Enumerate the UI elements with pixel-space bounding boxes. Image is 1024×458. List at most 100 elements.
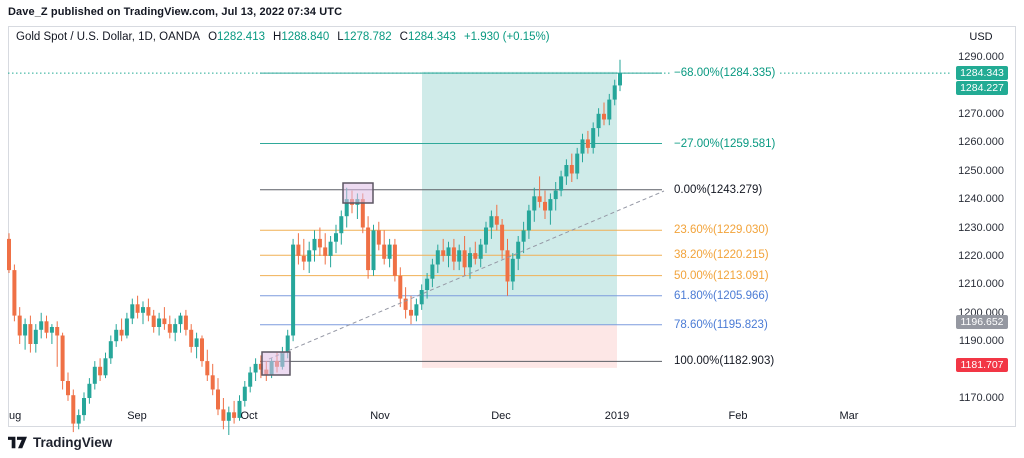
symbol-legend[interactable]: Gold Spot / U.S. Dollar, 1D, OANDA O1282.…	[16, 31, 550, 43]
candle	[387, 238, 392, 268]
candle	[500, 219, 505, 259]
loss-zone	[422, 324, 617, 368]
candle	[543, 190, 547, 219]
candle	[49, 324, 54, 344]
candle	[135, 295, 140, 319]
candle	[323, 233, 328, 265]
candle	[200, 335, 204, 367]
candle	[258, 355, 263, 379]
candle	[232, 400, 237, 424]
swing-low-box	[261, 351, 291, 376]
candle	[237, 395, 242, 421]
candle	[108, 335, 113, 364]
candle	[253, 358, 258, 381]
candle	[291, 238, 296, 342]
candle	[317, 227, 322, 256]
candle	[564, 159, 569, 185]
candle	[441, 238, 446, 262]
candle	[216, 378, 220, 416]
open-value: 1282.413	[217, 31, 265, 43]
candle	[55, 321, 60, 367]
candle	[82, 392, 86, 421]
candle	[151, 309, 156, 333]
candle	[392, 238, 397, 282]
candle	[296, 233, 301, 265]
candle	[328, 236, 333, 268]
close-label: C	[399, 31, 408, 43]
candle	[39, 312, 44, 339]
candle	[87, 378, 92, 404]
candle	[376, 221, 381, 251]
candle	[607, 93, 612, 126]
candle	[516, 236, 521, 271]
candle	[248, 366, 253, 393]
candle	[419, 284, 424, 310]
candle	[17, 307, 22, 344]
tradingview-brand: TradingView	[33, 435, 113, 450]
candle	[12, 264, 17, 322]
attribution-link[interactable]: Dave_Z published on TradingView.com, Jul…	[8, 6, 343, 18]
swing-high-box	[342, 182, 374, 204]
candle	[403, 287, 408, 319]
profit-zone	[422, 71, 617, 325]
candle	[119, 318, 124, 342]
candle	[510, 253, 515, 290]
candle	[205, 349, 210, 381]
candle	[580, 133, 585, 163]
candle	[526, 204, 531, 239]
candle	[157, 312, 162, 336]
candle	[553, 182, 558, 211]
candle	[301, 238, 306, 271]
candle	[612, 79, 617, 106]
candle	[398, 267, 403, 308]
candle	[189, 324, 194, 353]
candle	[435, 244, 440, 273]
candle	[173, 318, 178, 342]
candle	[618, 59, 622, 92]
candle	[548, 193, 553, 225]
candle	[462, 236, 467, 276]
candle	[494, 204, 499, 231]
candle	[473, 241, 478, 265]
candle	[484, 221, 488, 254]
candle	[162, 307, 167, 330]
candle	[194, 332, 199, 359]
candle	[146, 298, 151, 322]
chart-card	[8, 26, 1016, 427]
candle	[366, 216, 371, 279]
candle	[33, 324, 38, 353]
candle	[414, 298, 419, 322]
candle	[226, 406, 231, 435]
candle	[585, 130, 590, 154]
high-value: 1288.840	[281, 31, 330, 43]
candle	[537, 176, 542, 208]
candle	[382, 230, 387, 265]
low-value: 1278.782	[343, 31, 392, 43]
candle	[451, 238, 456, 271]
candle	[141, 301, 145, 325]
candle	[71, 389, 76, 433]
candle	[425, 273, 430, 299]
axis-currency-label: USD	[969, 31, 993, 43]
candle	[242, 381, 247, 407]
candle	[60, 332, 65, 390]
candle	[446, 241, 451, 268]
tradingview-footer-link[interactable]: TradingView	[8, 435, 112, 450]
candle	[307, 241, 312, 273]
candle	[76, 409, 81, 430]
candle	[114, 324, 119, 347]
candle	[569, 153, 574, 182]
candle	[312, 230, 317, 262]
candle	[489, 210, 494, 239]
candle	[178, 312, 183, 333]
candle	[596, 108, 601, 137]
candle	[98, 358, 103, 381]
candle	[124, 312, 129, 339]
candle	[130, 298, 135, 325]
candle	[28, 315, 33, 353]
symbol-title: Gold Spot / U.S. Dollar, 1D, OANDA	[16, 31, 201, 43]
candle	[334, 224, 338, 254]
candle	[7, 233, 11, 273]
candle	[591, 122, 596, 154]
